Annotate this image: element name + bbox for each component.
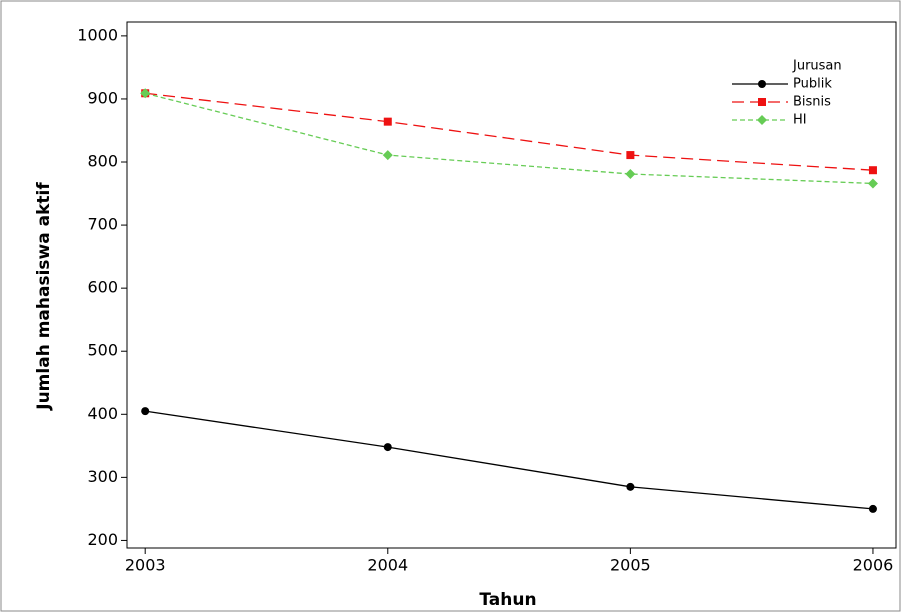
legend-marker <box>758 80 766 88</box>
y-tick-label: 600 <box>87 278 118 297</box>
data-point <box>383 117 392 126</box>
y-tick-label: 700 <box>87 215 118 234</box>
y-tick-label: 800 <box>87 152 118 171</box>
data-point <box>141 407 150 416</box>
y-tick-label: 200 <box>87 530 118 549</box>
x-tick-label: 2004 <box>367 556 408 575</box>
data-point <box>626 151 635 160</box>
legend-marker <box>758 98 766 106</box>
data-point <box>140 88 151 99</box>
x-tick-label: 2006 <box>853 556 894 575</box>
y-axis-label: Jumlah mahasiswa aktif <box>34 182 54 411</box>
data-point <box>867 178 878 189</box>
y-tick-label: 900 <box>87 88 118 107</box>
legend-marker <box>757 115 767 125</box>
y-tick-label: 300 <box>87 467 118 486</box>
legend-title: Jurusan <box>792 59 842 74</box>
y-tick-label: 500 <box>87 341 118 360</box>
x-tick-label: 2005 <box>610 556 651 575</box>
series-line <box>145 92 873 171</box>
data-point <box>383 443 392 452</box>
x-axis-label: Tahun <box>479 590 536 610</box>
series-line <box>145 410 874 510</box>
legend-label: Bisnis <box>793 95 831 110</box>
series-line <box>145 92 873 185</box>
x-tick-label: 2003 <box>125 556 166 575</box>
legend-label: HI <box>793 113 807 128</box>
y-tick-label: 1000 <box>77 25 118 44</box>
data-point <box>625 168 636 179</box>
data-point <box>868 166 877 175</box>
plot-area <box>126 21 897 549</box>
data-point <box>382 150 393 161</box>
data-point <box>626 482 635 491</box>
legend-label: Publik <box>793 77 832 92</box>
y-tick-label: 400 <box>87 404 118 423</box>
data-point <box>868 504 877 513</box>
